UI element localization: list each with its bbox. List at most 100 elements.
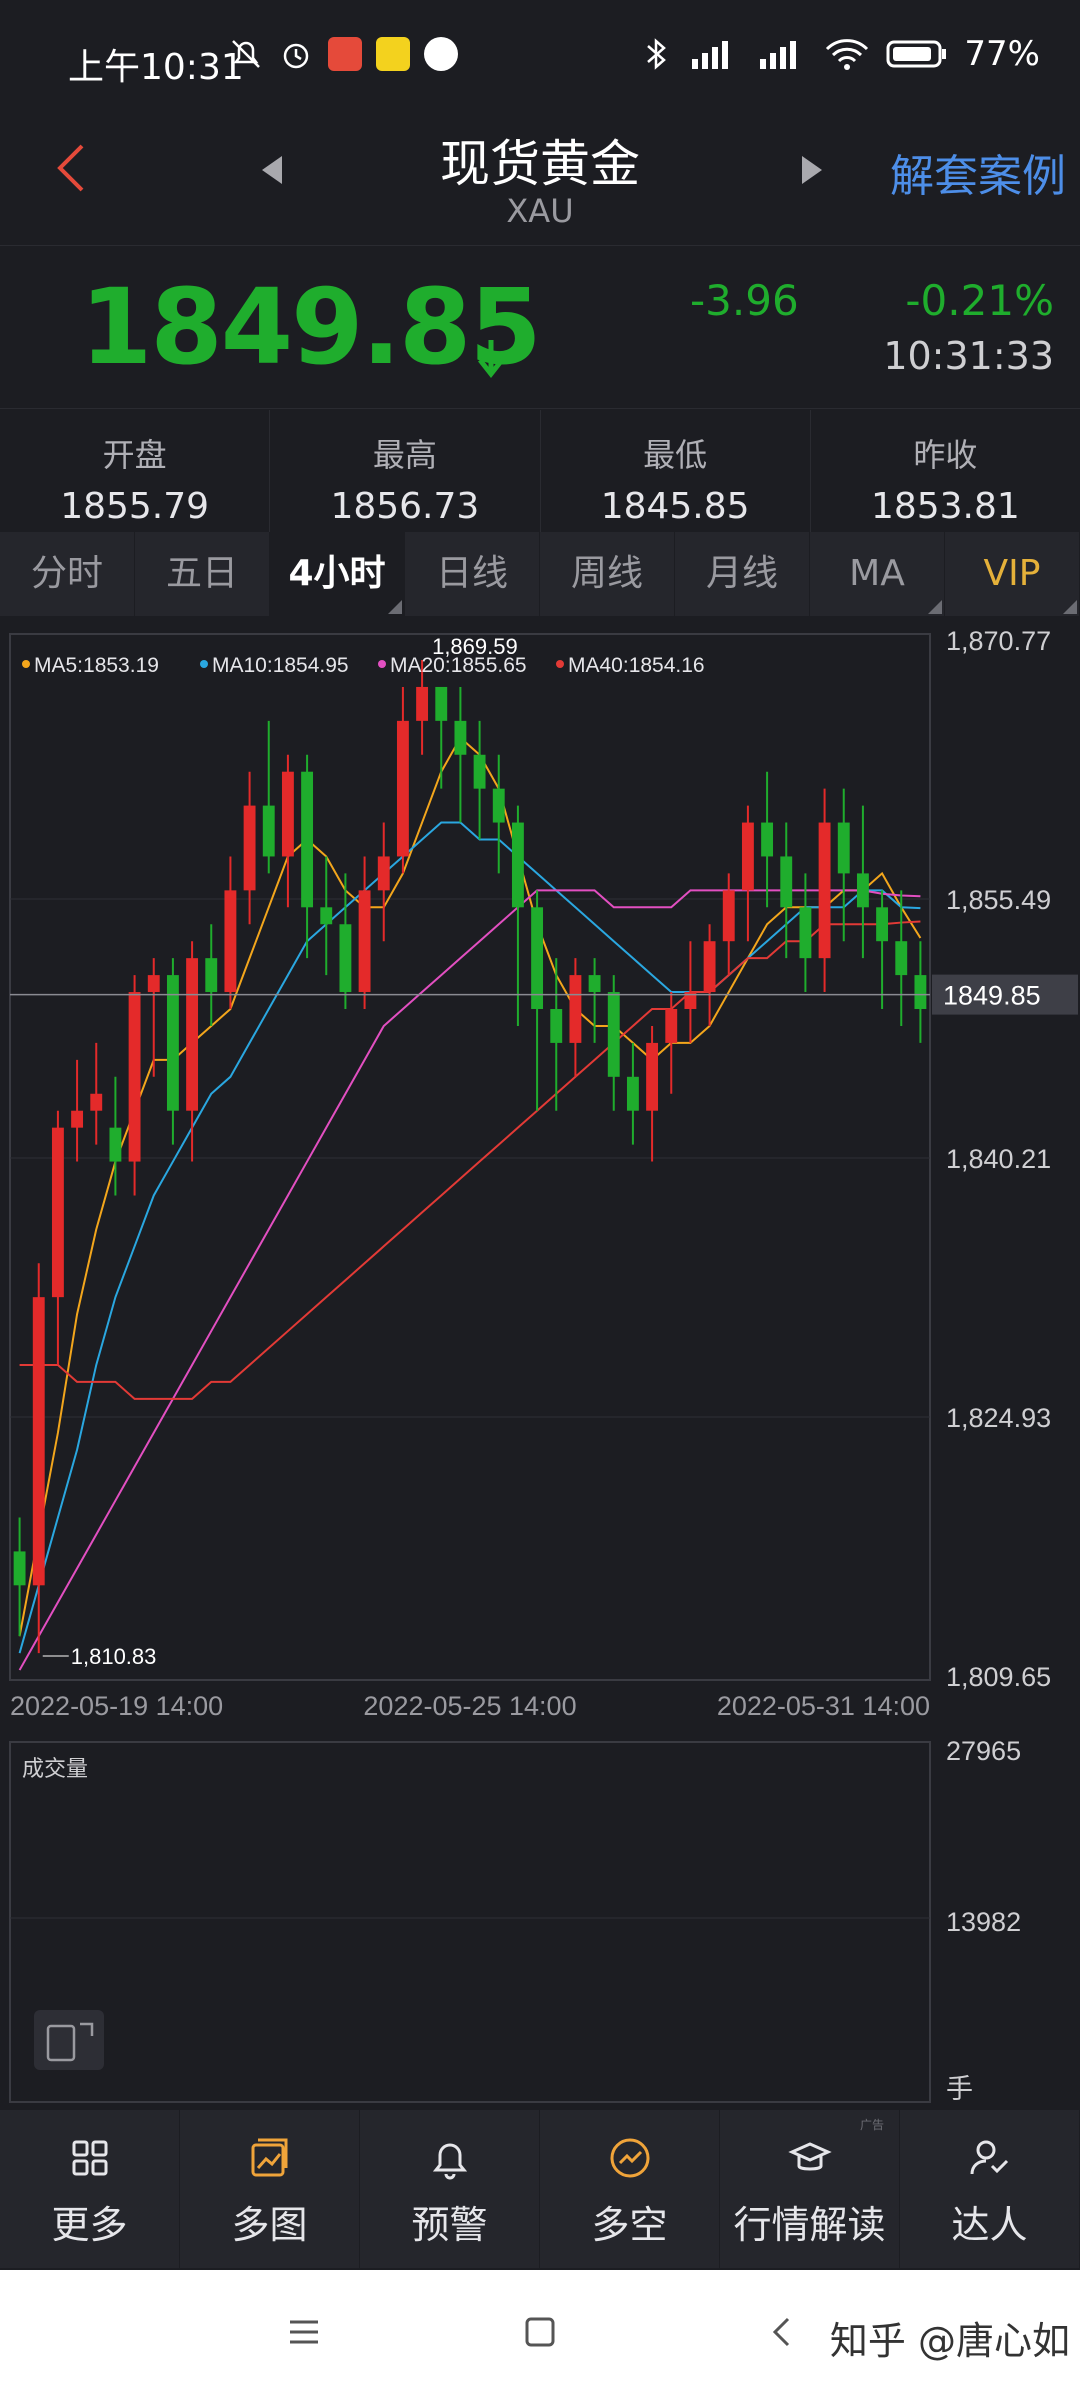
case-link[interactable]: 解套案例 bbox=[890, 151, 1066, 202]
nav-alert[interactable]: 预警 bbox=[360, 2110, 540, 2268]
candle-body bbox=[665, 1009, 678, 1043]
legend-dot bbox=[200, 660, 208, 668]
stat-high: 最高 1856.73 bbox=[270, 410, 541, 532]
signal-2-icon bbox=[760, 41, 797, 69]
current-price: 1849.85 bbox=[80, 266, 542, 388]
bell-icon bbox=[432, 2143, 467, 2180]
candle-body bbox=[607, 992, 620, 1077]
candle-body bbox=[761, 822, 774, 857]
wifi-icon bbox=[826, 39, 869, 70]
ma-line-ma10 bbox=[18, 821, 921, 1654]
user-check-icon bbox=[970, 2140, 1008, 2175]
nav-more-label: 更多 bbox=[51, 2203, 128, 2247]
candle-body bbox=[895, 941, 908, 976]
candle-body bbox=[358, 890, 371, 993]
stat-prev-close: 昨收 1853.81 bbox=[811, 410, 1080, 532]
nav-long-short-label: 多空 bbox=[591, 2203, 668, 2247]
tab-monthly[interactable]: 月线 bbox=[675, 532, 810, 616]
grid-icon bbox=[72, 2140, 107, 2176]
candle-body bbox=[301, 771, 314, 908]
volume-tick-mid: 13982 bbox=[946, 1907, 1021, 1937]
tab-ma[interactable]: MA bbox=[810, 532, 945, 616]
candle-body bbox=[722, 890, 735, 942]
stat-label: 昨收 bbox=[913, 436, 978, 474]
tab-daily[interactable]: 日线 bbox=[405, 532, 540, 616]
candle-body bbox=[339, 924, 352, 993]
legend-entry-ma5: MA5:1853.19 bbox=[34, 654, 159, 677]
system-nav-bar: 知乎 @唐心如 bbox=[0, 2270, 1080, 2400]
candlestick-chart[interactable]: 1,870.77 1,855.49 1,840.21 1,824.93 1,809.65… bbox=[0, 626, 1080, 1721]
tab-vip[interactable]: VIP bbox=[945, 532, 1080, 616]
candle-body bbox=[531, 907, 544, 1010]
candle-body bbox=[435, 686, 448, 721]
bluetooth-icon bbox=[647, 38, 667, 70]
legend-entry-ma10: MA10:1854.95 bbox=[212, 654, 349, 677]
nav-long-short[interactable]: 多空 bbox=[540, 2110, 720, 2268]
price-change: -3.96 bbox=[690, 276, 799, 325]
candle-body bbox=[320, 907, 333, 925]
y-tick-label: 1,840.21 bbox=[946, 1144, 1051, 1174]
status-bar: 上午10:31 77% bbox=[0, 0, 1080, 110]
app-badge-red-icon bbox=[328, 37, 362, 71]
candle-body bbox=[377, 856, 390, 891]
candle-body bbox=[71, 1110, 84, 1128]
tab-intraday[interactable]: 分时 bbox=[0, 532, 135, 616]
alarm-icon bbox=[283, 43, 309, 69]
x-tick-label: 2022-05-31 14:00 bbox=[717, 1691, 930, 1720]
down-arrow-icon bbox=[478, 340, 504, 379]
nav-multi-chart[interactable]: 多图 bbox=[180, 2110, 360, 2268]
price-change-pct: -0.21% bbox=[905, 276, 1054, 325]
stats-row: 开盘 1855.79 最高 1856.73 最低 1845.85 昨收 1853.81 bbox=[0, 410, 1080, 533]
nav-market-insight[interactable]: 行情解读 bbox=[720, 2110, 900, 2268]
stat-value: 1855.79 bbox=[60, 486, 210, 527]
candle-body bbox=[396, 720, 409, 857]
legend-entry-ma40: MA40:1854.16 bbox=[568, 654, 705, 677]
candle-body bbox=[876, 907, 889, 942]
back-icon[interactable] bbox=[764, 2314, 800, 2350]
stat-label: 开盘 bbox=[102, 436, 167, 474]
candle-body bbox=[703, 941, 716, 993]
current-price-label: 1849.85 bbox=[943, 981, 1041, 1011]
status-right-icons: 77% bbox=[642, 34, 1040, 74]
mute-bell-icon bbox=[232, 40, 260, 68]
prev-instrument-icon[interactable] bbox=[258, 154, 286, 186]
chart-svg: 1,870.77 1,855.49 1,840.21 1,824.93 1,809.65… bbox=[9, 626, 1078, 1721]
candle-body bbox=[205, 958, 218, 993]
candle-body bbox=[454, 720, 467, 755]
tab-vip-label: VIP bbox=[983, 553, 1041, 594]
candle-body bbox=[856, 873, 869, 908]
current-price-tag bbox=[932, 974, 1078, 1015]
status-left-icons bbox=[228, 36, 458, 72]
trend-circle-icon bbox=[610, 2138, 649, 2178]
candle-body bbox=[243, 805, 256, 891]
candle-body bbox=[646, 1042, 659, 1111]
tab-weekly[interactable]: 周线 bbox=[540, 532, 675, 616]
nav-alert-label: 预警 bbox=[411, 2203, 488, 2247]
nav-more[interactable]: 更多 bbox=[0, 2110, 180, 2268]
watermark: 知乎 @唐心如 bbox=[829, 2319, 1070, 2363]
candle-body bbox=[32, 1297, 45, 1586]
tab-4hour[interactable]: 4小时 bbox=[270, 532, 405, 616]
y-tick-label: 1,824.93 bbox=[946, 1403, 1051, 1433]
menu-icon[interactable] bbox=[286, 2314, 322, 2350]
nav-market-insight-label: 行情解读 bbox=[733, 2203, 886, 2247]
candle-body bbox=[569, 975, 582, 1043]
status-time: 上午10:31 bbox=[68, 47, 244, 88]
tab-five-day[interactable]: 五日 bbox=[135, 532, 270, 616]
home-icon[interactable] bbox=[522, 2314, 558, 2350]
nav-experts[interactable]: 广告 达人 bbox=[860, 2110, 1080, 2268]
quote-panel: 1849.85 -3.96 -0.21% 10:31:33 bbox=[0, 246, 1080, 409]
stat-low: 最低 1845.85 bbox=[541, 410, 811, 532]
back-arrow-icon[interactable] bbox=[50, 138, 90, 198]
next-instrument-icon[interactable] bbox=[798, 154, 826, 186]
candle-body bbox=[128, 992, 141, 1162]
chart-toggle-icon[interactable] bbox=[34, 2010, 104, 2070]
stat-label: 最低 bbox=[643, 436, 708, 474]
page-subtitle: XAU bbox=[506, 192, 574, 230]
candle-body bbox=[588, 975, 601, 993]
header: 现货黄金 XAU 解套案例 bbox=[0, 110, 1080, 246]
candle-body bbox=[224, 890, 237, 993]
y-tick-label: 1,809.65 bbox=[946, 1662, 1051, 1692]
candle-body bbox=[186, 958, 199, 1111]
candle-body bbox=[818, 822, 831, 959]
